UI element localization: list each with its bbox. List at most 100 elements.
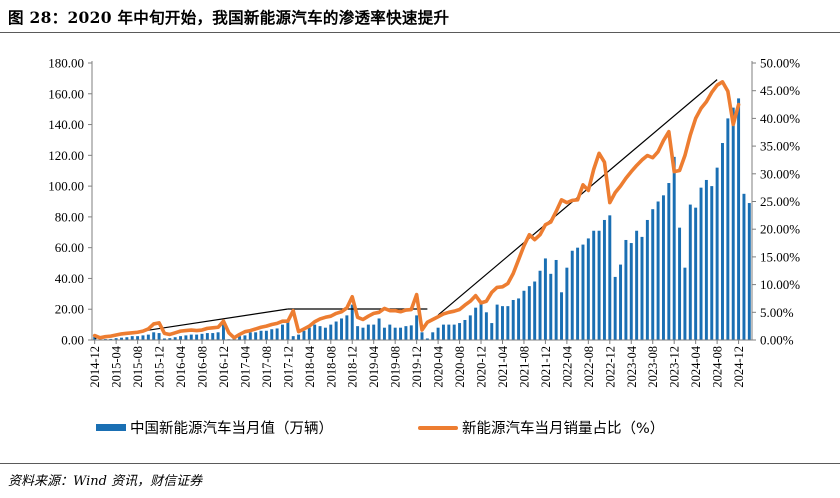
bar xyxy=(205,333,209,340)
bar xyxy=(721,143,724,340)
x-tick-label: 2019-04 xyxy=(367,345,381,387)
bar xyxy=(731,107,735,340)
bar xyxy=(635,230,639,340)
bar xyxy=(130,336,134,340)
y-left-tick-label: 180.00 xyxy=(48,56,84,71)
x-tick-label: 2017-08 xyxy=(260,346,274,388)
x-tick-label: 2023-12 xyxy=(668,346,682,388)
bar xyxy=(458,323,462,340)
bar xyxy=(747,203,751,340)
bar xyxy=(275,328,279,340)
bar xyxy=(522,290,526,340)
bar xyxy=(586,238,590,340)
bar xyxy=(447,324,451,340)
bar xyxy=(667,183,671,340)
line-series xyxy=(92,80,741,340)
legend-label-bar: 中国新能源汽车当月值（万辆） xyxy=(130,420,333,437)
bar xyxy=(527,286,531,340)
bar xyxy=(415,315,419,340)
bar xyxy=(318,326,322,340)
bar xyxy=(93,336,97,340)
bar xyxy=(109,338,113,340)
x-tick-label: 2022-12 xyxy=(603,346,617,388)
x-tick-label: 2016-12 xyxy=(217,346,231,388)
bar xyxy=(377,318,381,340)
bar xyxy=(645,219,649,340)
bar xyxy=(254,332,258,340)
bar xyxy=(592,230,596,340)
y-right-tick-label: 40.00% xyxy=(760,111,800,126)
bar xyxy=(688,204,692,340)
bar xyxy=(157,333,161,340)
y-left-tick-label: 60.00 xyxy=(55,240,84,255)
x-tick-label: 2016-08 xyxy=(196,346,210,388)
bar xyxy=(619,264,623,340)
x-tick-label: 2017-12 xyxy=(281,346,295,388)
x-tick-label: 2015-12 xyxy=(153,346,167,388)
bar xyxy=(484,312,488,340)
bar xyxy=(393,327,397,340)
x-tick-label: 2015-04 xyxy=(110,345,124,387)
bar xyxy=(345,315,349,340)
bar xyxy=(581,244,585,340)
bar xyxy=(656,201,660,340)
x-tick-label: 2021-08 xyxy=(517,346,531,388)
bar xyxy=(291,336,295,340)
bar xyxy=(538,270,542,340)
bar xyxy=(323,327,327,340)
y-right-tick-label: 15.00% xyxy=(760,249,800,264)
bar xyxy=(136,336,140,340)
bar xyxy=(307,327,311,340)
source-note: 资料来源：Wind 资讯，财信证券 xyxy=(8,474,203,489)
penetration-line xyxy=(92,80,741,340)
bar xyxy=(710,186,714,340)
bar xyxy=(533,281,537,340)
x-tick-label: 2015-08 xyxy=(131,346,145,388)
bar xyxy=(715,167,719,340)
legend-swatch-bar xyxy=(96,424,126,431)
legend-label-line: 新能源汽车当月销量占比（%） xyxy=(462,420,664,437)
bar xyxy=(264,330,268,340)
bar xyxy=(683,267,687,340)
axes: 0.00 20.00 40.00 60.00 80.00 100.00 120.00 140.… xyxy=(48,56,800,388)
bar xyxy=(474,307,478,340)
bar xyxy=(624,239,628,340)
y-right-tick-label: 10.00% xyxy=(760,277,800,292)
y-right-tick-label: 0.00% xyxy=(760,333,794,348)
x-tick-label: 2020-12 xyxy=(475,346,489,388)
x-tick-label: 2024-04 xyxy=(689,345,703,387)
bar xyxy=(286,321,290,340)
bar xyxy=(549,273,553,340)
bar xyxy=(120,337,123,340)
y-left-tick-label: 0.00 xyxy=(61,333,84,348)
x-tick-label: 2024-08 xyxy=(711,346,725,388)
bar xyxy=(742,193,746,340)
bar xyxy=(179,336,183,340)
legend: 中国新能源汽车当月值（万辆） 新能源汽车当月销量占比（%） xyxy=(96,420,664,437)
bar xyxy=(560,292,563,340)
bar xyxy=(704,179,708,340)
y-left-tick-label: 160.00 xyxy=(48,86,84,101)
bar xyxy=(388,324,392,340)
bar xyxy=(651,209,655,340)
y-left-tick-label: 140.00 xyxy=(48,117,84,132)
bar xyxy=(195,334,199,340)
x-tick-label: 2014-12 xyxy=(88,346,102,388)
x-tick-label: 2022-04 xyxy=(560,345,574,387)
bar xyxy=(366,324,370,340)
bar xyxy=(409,325,413,340)
chart-title: 图 28：2020 年中旬开始，我国新能源汽车的渗透率快速提升 xyxy=(8,8,450,27)
bar xyxy=(184,335,188,340)
bar xyxy=(372,324,376,340)
bar xyxy=(329,324,333,340)
bar xyxy=(511,299,515,340)
bar xyxy=(162,338,166,340)
x-tick-label: 2019-08 xyxy=(389,346,403,388)
bar xyxy=(425,338,429,340)
x-tick-label: 2018-12 xyxy=(346,346,360,388)
bar xyxy=(436,327,440,340)
x-tick-label: 2021-04 xyxy=(496,345,510,387)
x-tick-label: 2020-08 xyxy=(453,346,467,388)
bar xyxy=(565,267,569,340)
bar xyxy=(543,258,547,340)
